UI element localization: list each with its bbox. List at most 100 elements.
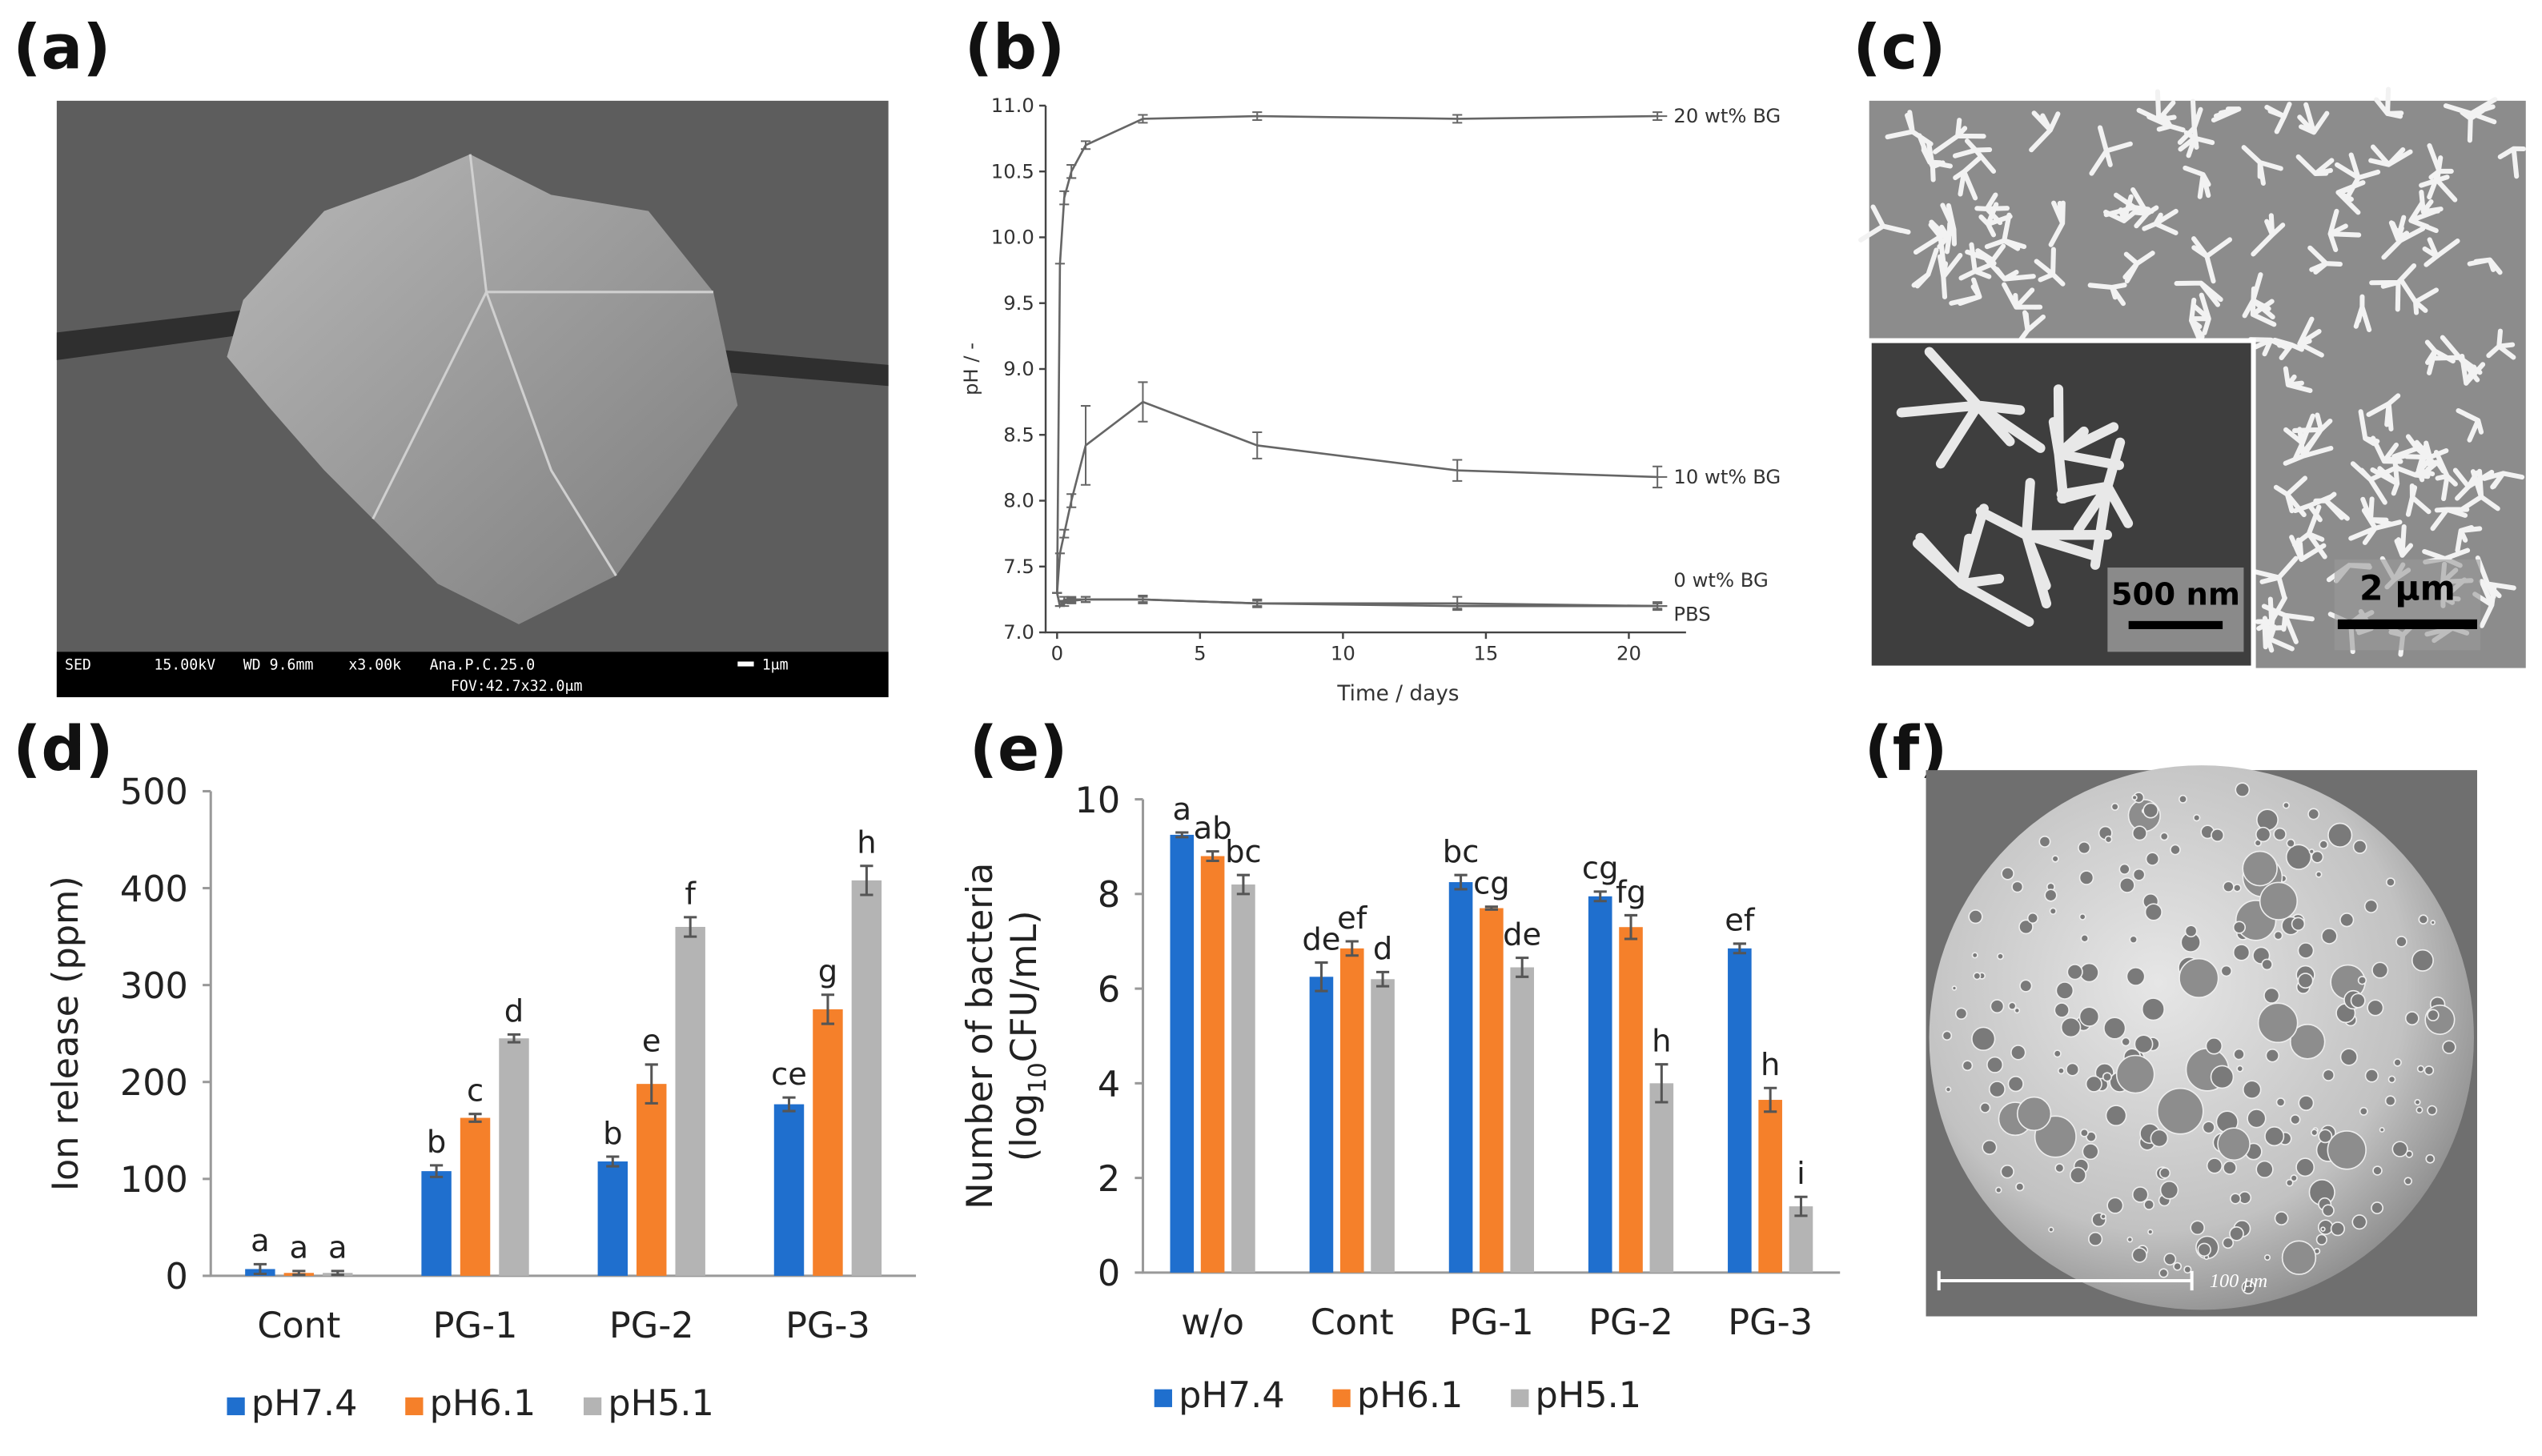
pore — [2121, 1037, 2131, 1047]
flake — [2422, 548, 2471, 568]
error-bar — [292, 1269, 306, 1277]
legend-label: pH5.1 — [608, 1382, 714, 1424]
flake — [2142, 208, 2179, 235]
pore — [2264, 1126, 2285, 1147]
pore — [2131, 794, 2138, 801]
error-bar — [1452, 596, 1463, 612]
flake — [2455, 524, 2483, 553]
pore — [2414, 1098, 2421, 1106]
flake — [1949, 277, 1982, 307]
flake — [2183, 165, 2211, 199]
bar — [1339, 948, 1364, 1273]
pore — [2044, 888, 2058, 902]
error-bar — [1454, 873, 1468, 891]
pore — [2442, 1040, 2456, 1054]
flake — [2405, 483, 2432, 517]
pore — [2255, 1160, 2274, 1179]
significance-letter: fg — [1616, 874, 1646, 910]
pore — [2150, 1129, 2169, 1148]
pore — [2263, 987, 2280, 1004]
pore — [2283, 801, 2290, 809]
pore — [2229, 1225, 2244, 1241]
pore — [2404, 1011, 2420, 1026]
pore — [2235, 782, 2251, 797]
significance-letter: a — [251, 1223, 270, 1259]
pore — [2241, 1280, 2256, 1294]
y-axis-label: (log10CFU/mL) — [1003, 910, 1052, 1161]
pore — [2184, 925, 2198, 938]
significance-letter: c — [467, 1073, 484, 1109]
flake — [2327, 208, 2362, 252]
pore — [2243, 1080, 2262, 1099]
pore — [2102, 1072, 2113, 1082]
significance-letter: h — [1652, 1024, 1671, 1060]
pore — [2080, 934, 2090, 943]
pore — [2173, 1261, 2183, 1271]
significance-letter: ce — [771, 1057, 807, 1093]
panel-a: (a) SED 15.00kV WD 9.6mm x3.00k Ana.P.C.… — [13, 12, 889, 698]
error-bar — [507, 1033, 521, 1044]
y-tick-label: 300 — [120, 965, 188, 1007]
flake — [2089, 125, 2133, 176]
flake — [2034, 247, 2066, 287]
pore — [2339, 1048, 2358, 1066]
pore — [2418, 914, 2429, 925]
pore — [2197, 1242, 2211, 1257]
error-bar — [1252, 598, 1263, 608]
pore — [2255, 826, 2271, 843]
scale-bar — [737, 661, 754, 667]
label-sub: 10 — [1024, 1062, 1052, 1093]
pore — [1990, 999, 2005, 1014]
pore — [2082, 1143, 2099, 1161]
pore — [2049, 907, 2057, 915]
flake — [2418, 459, 2446, 475]
error-bar — [1375, 970, 1390, 988]
flake — [2241, 145, 2283, 186]
bar — [1789, 1206, 1813, 1273]
flake — [2189, 297, 2205, 342]
series-label: 0 wt% BG — [1673, 568, 1768, 592]
series-line — [1056, 400, 1658, 593]
pore — [2274, 1211, 2289, 1225]
y-tick-label: 6 — [1098, 969, 1120, 1010]
x-tick-label: PG-2 — [1588, 1302, 1673, 1343]
significance-letter: e — [642, 1024, 661, 1060]
pore — [2319, 840, 2329, 849]
error-bar — [1080, 405, 1091, 486]
pore — [2298, 1095, 2315, 1111]
pore — [2416, 1065, 2425, 1073]
error-bar — [1252, 431, 1263, 459]
error-bar — [1236, 873, 1251, 896]
y-tick-label: 10.0 — [991, 226, 1034, 249]
scale-label: 1μm — [762, 657, 789, 674]
y-tick-label: 200 — [120, 1062, 188, 1104]
pore — [2223, 880, 2235, 893]
pore — [2290, 1114, 2301, 1125]
significance-letter: d — [504, 993, 524, 1029]
flake — [2295, 154, 2335, 177]
error-bar — [1138, 381, 1148, 423]
pore — [2053, 1049, 2062, 1058]
pore — [2395, 936, 2407, 948]
flake — [2211, 106, 2242, 123]
pore — [2054, 1163, 2065, 1173]
pore — [2159, 832, 2169, 841]
error-bar — [1066, 493, 1077, 508]
pore — [2217, 1127, 2251, 1161]
pore — [2364, 1069, 2379, 1083]
y-tick-label: 10.5 — [991, 159, 1034, 183]
pore — [2141, 997, 2166, 1021]
y-tick-label: 100 — [120, 1159, 188, 1201]
flake — [2048, 384, 2124, 504]
label-part: CFU/mL) — [1003, 910, 1045, 1062]
pore — [2308, 848, 2315, 855]
pore — [2170, 844, 2181, 856]
legend-label: pH5.1 — [1536, 1374, 1642, 1416]
bar — [1170, 834, 1195, 1273]
pore — [2318, 1129, 2333, 1144]
pore — [1954, 1007, 1968, 1020]
flake — [2262, 608, 2295, 652]
panel-label: (a) — [13, 12, 110, 83]
error-bar — [1345, 940, 1359, 957]
